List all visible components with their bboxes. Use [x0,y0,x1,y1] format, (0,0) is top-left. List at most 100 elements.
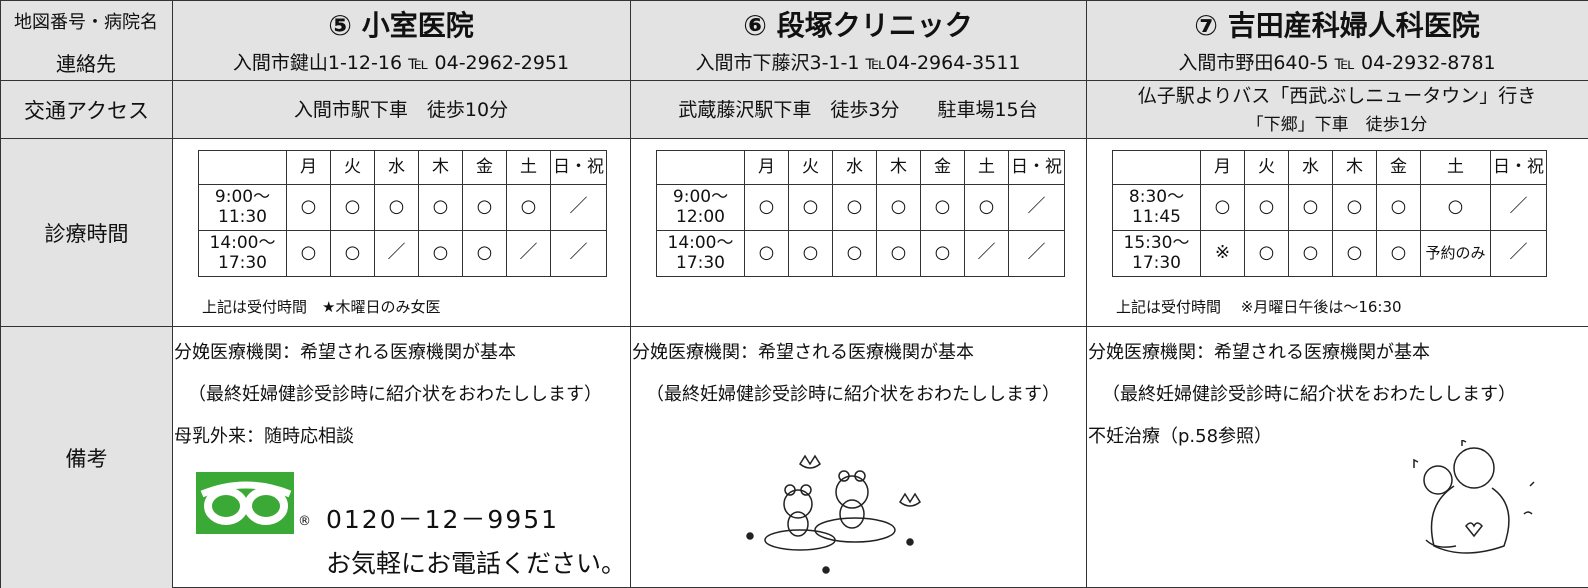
schedule-mark: ○ [462,230,507,277]
label-cell: 備考 [0,326,173,588]
schedule-mark: ○ [1288,230,1333,277]
time-text: 12:00 [676,206,725,227]
clinic-address: 入間市下藤沢3-1-1 ℡04-2964-3511 [695,52,1021,74]
day-header: 土 [964,150,1009,185]
day-header: 金 [1376,150,1421,185]
schedule-mark: ○ [744,184,789,231]
schedule-mark: ○ [788,230,833,277]
schedule-mark: ○ [876,230,921,277]
label-cell: 交通アクセス [0,80,173,139]
schedule-mark: ○ [876,184,921,231]
day-header: 金 [920,150,965,185]
schedule-mark: ○ [1200,184,1245,231]
day-header: 火 [1244,150,1289,185]
schedule-mark: ○ [1244,230,1289,277]
registered-mark: ® [298,514,311,529]
time-text: 15:30～ [1123,232,1190,253]
schedule-mark: ○ [788,184,833,231]
day-header: 日・祝 [1490,150,1547,185]
schedule-mark: ※ [1200,230,1245,277]
schedule-mark: ○ [462,184,507,231]
schedule-mark: ○ [330,184,375,231]
time-cell: 15:30～ 17:30 [1112,230,1201,277]
day-header: 月 [744,150,789,185]
day-header: 火 [788,150,833,185]
schedule-mark: ○ [1332,184,1377,231]
clinic-name: ⑤ 小室医院 [328,9,474,42]
clinic-address: 入間市野田640-5 ℡ 04-2932-8781 [1178,52,1496,74]
day-header: 日・祝 [1008,150,1065,185]
note-text: 不妊治療（p.58参照） [1088,426,1273,447]
freedial-note: お気軽にお電話ください。 [326,549,627,578]
note-text: 分娩医療機関：希望される医療機関が基本 [632,342,974,363]
time-text: 9:00～ [214,186,271,207]
schedule-mark: ○ [832,230,877,277]
schedule-mark: ／ [374,230,419,277]
time-cell: 9:00～ 11:30 [198,184,287,231]
header-cell [172,0,631,81]
access-text: 「下郷」下車 徒歩1分 [1246,115,1428,135]
schedule-mark: ／ [1008,184,1065,231]
schedule-mark: ○ [1244,184,1289,231]
time-text: 9:00～ [672,186,729,207]
day-header: 月 [286,150,331,185]
hours-head-cell [198,150,287,185]
schedule-mark: ○ [920,184,965,231]
schedule-mark: ○ [832,184,877,231]
schedule-mark: ／ [1490,184,1547,231]
header-cell [630,0,1087,81]
label: 地図番号・病院名 [14,12,158,33]
hours-head-cell [656,150,745,185]
schedule-mark: ○ [1288,184,1333,231]
schedule-mark: ○ [286,230,331,277]
frog-illustration [740,452,940,582]
freedial-logo [196,472,294,534]
time-text: 11:45 [1132,206,1181,227]
schedule-mark: ○ [506,184,551,231]
schedule-mark: ／ [506,230,551,277]
day-header: 水 [1288,150,1333,185]
label-cell [0,0,173,81]
hours-note: 上記は受付時間 ★木曜日のみ女医 [202,298,441,316]
day-header: 土 [1420,150,1491,185]
note-text: （最終妊婦健診受診時に紹介状をおわたしします） [1102,384,1516,405]
schedule-mark: ／ [1490,230,1547,277]
hours-head-cell [1112,150,1201,185]
schedule-mark: ○ [374,184,419,231]
schedule-mark: ○ [1376,230,1421,277]
time-text: 14:00～ [209,232,276,253]
day-header: 木 [418,150,463,185]
schedule-mark: ○ [964,184,1009,231]
time-text: 17:30 [1132,252,1181,273]
freedial-number: 0120－12－9951 [326,505,560,534]
time-cell: 14:00～ 17:30 [198,230,287,277]
time-cell: 14:00～ 17:30 [656,230,745,277]
schedule-mark: ／ [1008,230,1065,277]
schedule-mark: ／ [550,184,607,231]
time-text: 14:00～ [667,232,734,253]
schedule-mark: ○ [744,230,789,277]
schedule-mark: ○ [418,230,463,277]
time-text: 11:30 [218,206,267,227]
access-cell [630,80,1087,139]
day-header: 木 [1332,150,1377,185]
day-header: 水 [374,150,419,185]
schedule-mark: ／ [550,230,607,277]
day-header: 月 [1200,150,1245,185]
clinic-name: ⑦ 吉田産科婦人科医院 [1194,9,1480,42]
clinic-address: 入間市鍵山1-12-16 ℡ 04-2962-2951 [232,52,570,74]
schedule-mark: ○ [418,184,463,231]
time-text: 17:30 [218,252,267,273]
mother-child-drawing [1413,438,1535,554]
freedial-icon [200,481,292,525]
access-text: 入間市駅下車 徒歩10分 [293,99,509,121]
day-header: 金 [462,150,507,185]
time-cell: 8:30～ 11:45 [1112,184,1201,231]
note-text: 分娩医療機関：希望される医療機関が基本 [174,342,516,363]
note-text: （最終妊婦健診受診時に紹介状をおわたしします） [646,384,1060,405]
day-header: 土 [506,150,551,185]
note-text: 分娩医療機関：希望される医療機関が基本 [1088,342,1430,363]
schedule-mark: ○ [286,184,331,231]
time-text: 8:30～ [1128,186,1185,207]
